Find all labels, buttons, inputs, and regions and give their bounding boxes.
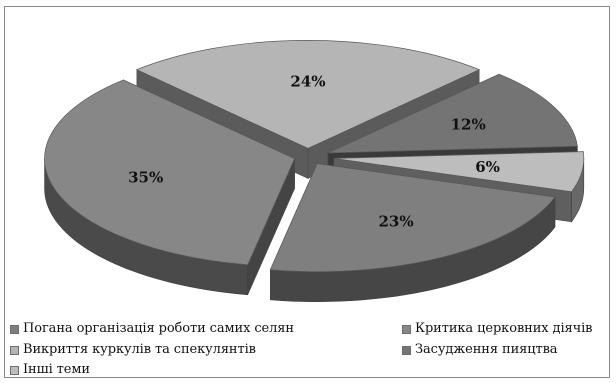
pie-slice [44, 79, 296, 296]
legend-label: Засудження пияцтва [415, 342, 558, 357]
legend-swatch [402, 345, 411, 355]
legend-item: Викриття куркулів та спекулянтів [10, 343, 256, 357]
legend-label: Інші теми [23, 362, 90, 377]
legend-label: Викриття куркулів та спекулянтів [23, 342, 256, 357]
legend-item: Засудження пияцтва [402, 342, 558, 357]
legend-label: Критика церковних діячів [415, 321, 593, 336]
pie-slice [269, 163, 556, 302]
legend-swatch [402, 324, 411, 334]
legend-swatch [10, 324, 19, 334]
data-label: 12% [451, 115, 486, 133]
legend-swatch [10, 345, 19, 355]
data-label: 24% [290, 72, 325, 90]
legend-item: Інші теми [10, 363, 90, 377]
legend-swatch [10, 365, 19, 375]
legend-item: Погана організація роботи самих селян [10, 322, 294, 336]
data-label: 23% [378, 212, 413, 230]
pie-slice-top [327, 73, 578, 154]
pie-slice-top [44, 79, 296, 266]
pie-slice-top [333, 151, 585, 193]
legend-label: Погана організація роботи самих селян [23, 321, 294, 336]
data-label: 35% [128, 168, 163, 186]
data-label: 6% [475, 158, 500, 176]
legend-item: Критика церковних діячів [402, 322, 592, 336]
pie-slice-top [135, 40, 481, 149]
chart-legend: Погана організація роботи самих селян Кр… [10, 316, 610, 380]
pie-slice-top [269, 163, 556, 273]
